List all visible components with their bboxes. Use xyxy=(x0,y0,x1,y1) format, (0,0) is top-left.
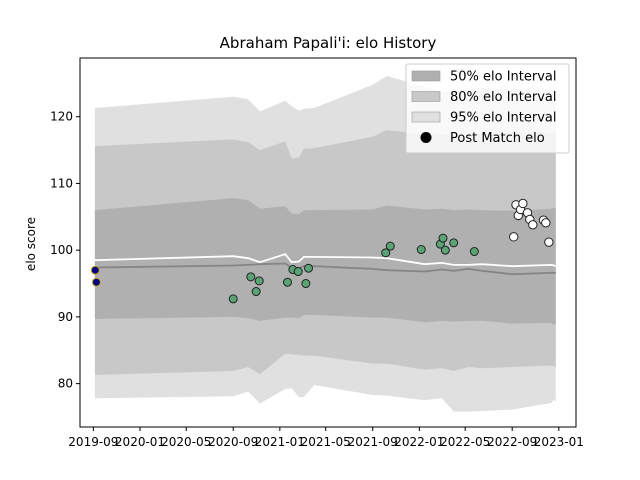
center-lines xyxy=(94,253,557,276)
x-tick-label: 2022-09 xyxy=(487,435,537,449)
x-tick-label: 2021-09 xyxy=(348,435,398,449)
y-tick-label: 90 xyxy=(58,310,73,324)
post-match-point xyxy=(293,267,303,277)
point-series-3 xyxy=(509,198,554,247)
post-match-point xyxy=(251,287,261,297)
post-match-point xyxy=(449,238,459,248)
post-match-point xyxy=(509,232,519,242)
legend-marker xyxy=(420,132,432,143)
x-tick-label: 2022-05 xyxy=(440,435,490,449)
post-match-point xyxy=(416,245,426,255)
plot-frame xyxy=(79,57,577,428)
x-tick-label: 2021-01 xyxy=(255,435,305,449)
chart-title: Abraham Papali'i: elo History xyxy=(220,34,437,52)
post-match-point xyxy=(228,294,238,304)
legend-label: 95% elo Interval xyxy=(450,111,557,126)
point-series-2 xyxy=(228,233,479,304)
legend-label: 80% elo Interval xyxy=(450,90,557,105)
x-axis-ticks: 2019-092020-012020-052020-092021-012021-… xyxy=(68,427,584,449)
x-tick-label: 2019-09 xyxy=(68,435,118,449)
legend-box xyxy=(405,63,570,154)
post-match-point xyxy=(469,247,479,257)
y-tick-label: 110 xyxy=(50,176,73,190)
legend-swatch xyxy=(411,111,441,123)
point-series-1 xyxy=(90,265,101,287)
x-tick-label: 2020-01 xyxy=(115,435,165,449)
post-match-point xyxy=(385,241,395,251)
interval-bands xyxy=(94,76,556,412)
post-match-points xyxy=(90,198,554,304)
post-match-point xyxy=(254,276,264,286)
y-axis-ticks: 80 90 100 110 120 xyxy=(50,110,80,391)
x-tick-label: 2023-01 xyxy=(534,435,584,449)
x-tick-label: 2020-05 xyxy=(161,435,211,449)
post-match-point xyxy=(246,272,256,282)
legend-label: 50% elo Interval xyxy=(450,70,557,85)
post-match-point xyxy=(381,248,391,258)
post-match-point xyxy=(541,218,551,228)
y-tick-label: 100 xyxy=(50,243,73,257)
post-match-point xyxy=(301,279,311,289)
legend-swatch xyxy=(411,91,441,102)
y-axis-label: elo score xyxy=(24,217,38,271)
mean-line xyxy=(94,253,557,268)
x-tick-label: 2022-01 xyxy=(394,435,444,449)
post-match-point xyxy=(544,237,554,247)
post-match-point xyxy=(518,198,528,209)
post-match-point xyxy=(528,220,538,230)
legend-swatch xyxy=(411,70,441,82)
post-match-point xyxy=(90,265,100,275)
post-match-point xyxy=(304,263,314,273)
post-match-point xyxy=(282,277,292,287)
post-match-point xyxy=(91,277,101,287)
legend-label: Post Match elo xyxy=(450,131,545,146)
x-tick-label: 2021-05 xyxy=(301,435,351,449)
post-match-point xyxy=(440,245,450,255)
legend: 50% elo Interval 80% elo Interval 95% elo … xyxy=(405,63,570,154)
y-tick-label: 120 xyxy=(50,110,73,124)
band-50-interval xyxy=(94,198,556,325)
y-tick-label: 80 xyxy=(58,377,73,391)
median-line xyxy=(94,262,556,276)
x-tick-label: 2020-09 xyxy=(208,435,258,449)
post-match-point xyxy=(438,233,448,243)
